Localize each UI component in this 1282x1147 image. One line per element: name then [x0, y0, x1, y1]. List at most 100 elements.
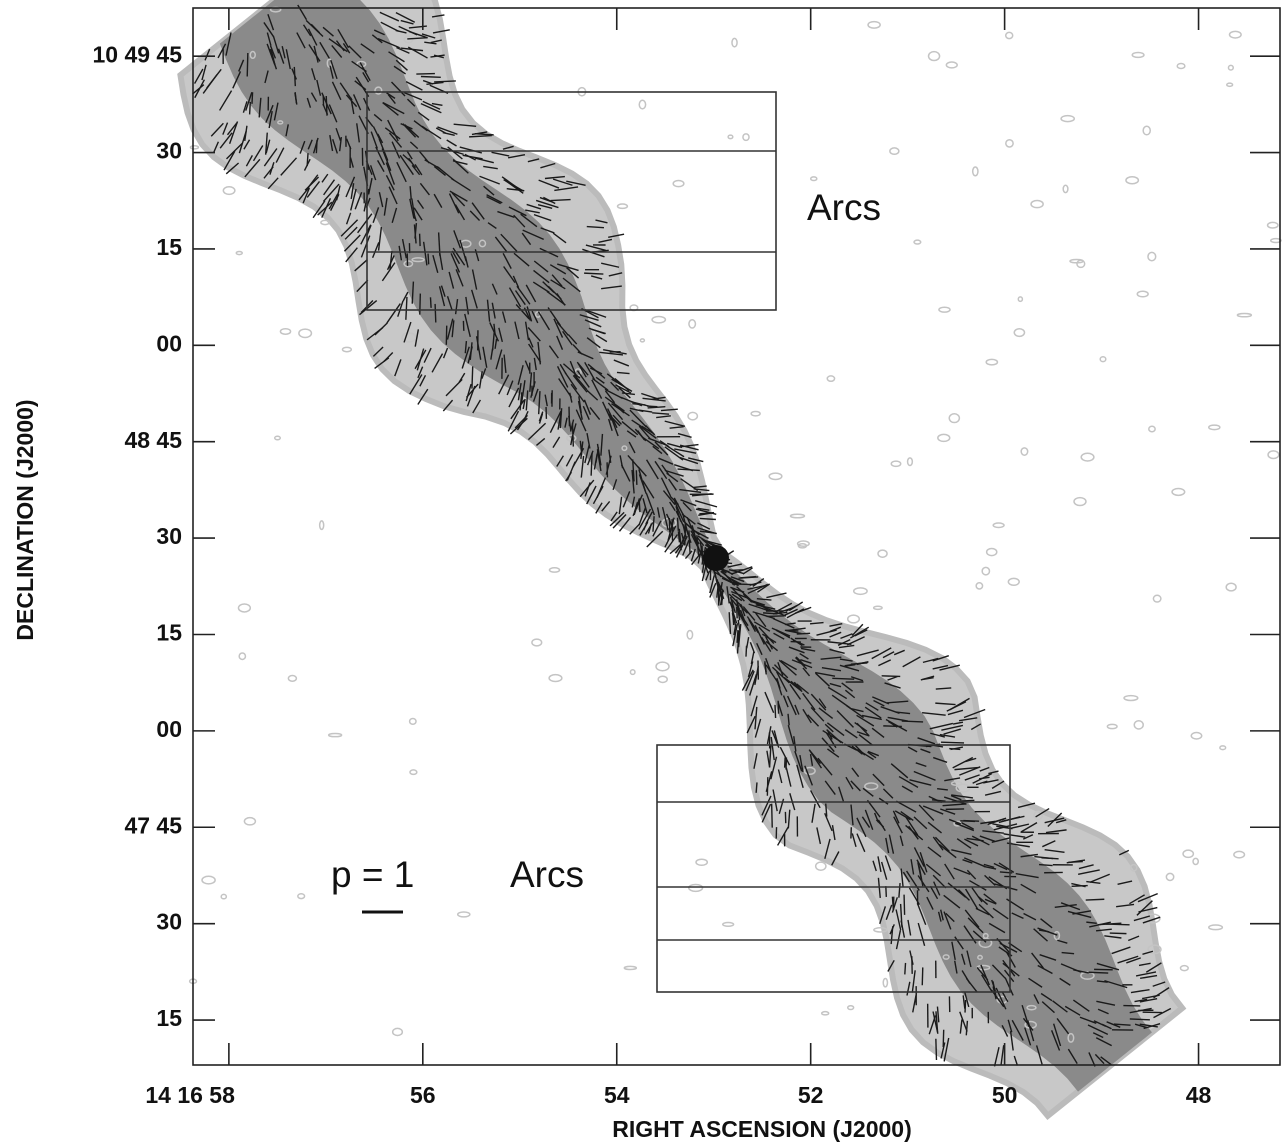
- polarization-vector: [422, 79, 434, 85]
- polarization-vector: [222, 122, 229, 135]
- polarization-vector: [1003, 969, 1015, 983]
- polarization-vector: [753, 621, 771, 632]
- polarization-vector: [961, 822, 974, 830]
- polarization-vector: [372, 346, 384, 357]
- polarization-vector: [943, 1037, 950, 1062]
- noise-contour: [1069, 258, 1084, 264]
- polarization-vector: [680, 478, 699, 492]
- polarization-vector: [311, 68, 316, 81]
- polarization-vector: [826, 729, 842, 744]
- noise-contour: [1179, 964, 1189, 972]
- polarization-vector: [513, 252, 530, 267]
- polarization-vector: [553, 318, 564, 338]
- polarization-vector: [303, 158, 311, 171]
- polarization-vector: [940, 909, 944, 921]
- polarization-vector: [1118, 849, 1130, 856]
- polarization-vector: [394, 359, 402, 377]
- polarization-vector: [1109, 932, 1127, 935]
- polarization-vector: [648, 437, 667, 446]
- polarization-vector: [406, 98, 416, 107]
- noise-contour: [688, 319, 697, 329]
- polarization-vector: [748, 603, 770, 612]
- polarization-vector: [285, 124, 289, 137]
- polarization-vector: [641, 392, 660, 400]
- polarization-vector: [398, 25, 418, 36]
- polarization-vector: [388, 132, 403, 148]
- polarization-vector: [784, 629, 799, 632]
- noise-contour: [1131, 51, 1145, 59]
- polarization-vector: [809, 621, 824, 625]
- polarization-vector: [916, 903, 927, 926]
- polarization-vector: [600, 433, 604, 456]
- polarization-vector: [533, 213, 552, 222]
- polarization-vector: [471, 366, 474, 389]
- polarization-vector: [487, 222, 497, 230]
- polarization-vector: [917, 862, 922, 879]
- polarization-vector: [778, 659, 797, 676]
- polarization-vector: [645, 511, 653, 525]
- polarization-vector: [345, 212, 352, 225]
- polarization-vector: [321, 92, 332, 115]
- polarization-vector: [777, 661, 784, 676]
- polarization-vector: [522, 229, 544, 240]
- polarization-vector: [453, 230, 462, 249]
- polarization-vector: [829, 626, 842, 633]
- polarization-vector: [403, 321, 412, 343]
- polarization-vector: [258, 97, 262, 118]
- polarization-vector: [954, 960, 958, 974]
- noise-contour: [616, 203, 629, 210]
- polarization-vector: [667, 517, 675, 541]
- polarization-vector: [1003, 833, 1026, 838]
- polarization-vector: [993, 823, 1018, 831]
- y-tick-label: 15: [156, 620, 182, 646]
- polarization-vector: [371, 34, 383, 44]
- polarization-vector: [802, 708, 812, 724]
- polarization-vector: [761, 803, 772, 823]
- polarization-vector: [397, 300, 404, 317]
- polarization-vector: [409, 374, 423, 395]
- polarization-vector: [718, 584, 725, 600]
- polarization-vector: [479, 175, 500, 185]
- polarization-vector: [737, 624, 742, 648]
- polarization-vector: [915, 762, 927, 768]
- polarization-vector: [517, 383, 522, 401]
- polarization-vector: [483, 185, 495, 196]
- polarization-vector: [310, 92, 318, 102]
- polarization-vector: [610, 511, 618, 522]
- polarization-vector: [983, 893, 997, 905]
- x-tick-label: 48: [1186, 1082, 1212, 1108]
- polarization-vector: [748, 618, 757, 632]
- polarization-vector: [982, 830, 1004, 834]
- polarization-vector: [516, 416, 527, 431]
- polarization-vector: [608, 272, 623, 277]
- polarization-vector: [804, 765, 814, 786]
- polarization-vector: [665, 513, 675, 529]
- polarization-vector: [453, 123, 477, 128]
- noise-contour: [243, 816, 257, 826]
- polarization-vector: [354, 191, 363, 210]
- noise-contour: [320, 219, 331, 226]
- polarization-vector: [807, 714, 820, 727]
- polarization-vector: [1013, 1055, 1019, 1066]
- polarization-vector: [589, 367, 603, 375]
- polarization-vector: [567, 334, 578, 345]
- polarization-vector: [432, 29, 450, 34]
- polarization-vector: [570, 435, 574, 446]
- polarization-vector: [963, 708, 986, 719]
- polarization-vector: [377, 37, 400, 49]
- polarization-vector: [906, 981, 911, 996]
- polarization-vector: [750, 599, 766, 606]
- polarization-vector: [1111, 946, 1131, 955]
- polarization-vector: [502, 252, 512, 269]
- polarization-vector: [273, 102, 279, 121]
- polarization-vector: [577, 362, 589, 376]
- polarization-vector: [861, 714, 882, 721]
- polarization-vector: [609, 415, 619, 437]
- polarization-vector: [242, 101, 248, 113]
- polarization-vector: [1135, 971, 1157, 977]
- polarization-vector: [911, 970, 916, 993]
- noise-contour: [1208, 924, 1224, 931]
- polarization-vector: [1050, 1030, 1061, 1051]
- polarization-vector: [964, 774, 980, 781]
- polarization-vector: [854, 721, 868, 732]
